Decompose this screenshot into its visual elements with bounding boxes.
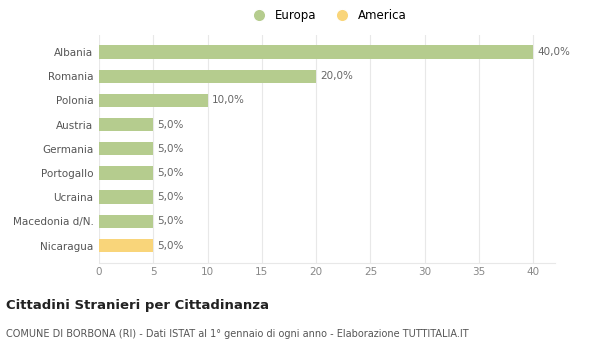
Text: 5,0%: 5,0% [158,192,184,202]
Text: COMUNE DI BORBONA (RI) - Dati ISTAT al 1° gennaio di ogni anno - Elaborazione TU: COMUNE DI BORBONA (RI) - Dati ISTAT al 1… [6,329,469,339]
Bar [99,118,153,131]
Bar [99,166,153,180]
Text: 10,0%: 10,0% [212,95,245,105]
Bar [99,94,208,107]
Legend: Europa, America: Europa, America [243,5,411,27]
Bar [99,239,153,252]
Bar [99,142,153,155]
Text: 40,0%: 40,0% [538,47,571,57]
Text: 5,0%: 5,0% [158,120,184,130]
Text: 5,0%: 5,0% [158,144,184,154]
Text: 5,0%: 5,0% [158,216,184,226]
Bar [99,46,533,59]
Text: 20,0%: 20,0% [320,71,353,81]
Bar [99,190,153,204]
Bar [99,215,153,228]
Text: 5,0%: 5,0% [158,168,184,178]
Bar [99,70,316,83]
Text: 5,0%: 5,0% [158,240,184,251]
Text: Cittadini Stranieri per Cittadinanza: Cittadini Stranieri per Cittadinanza [6,299,269,312]
